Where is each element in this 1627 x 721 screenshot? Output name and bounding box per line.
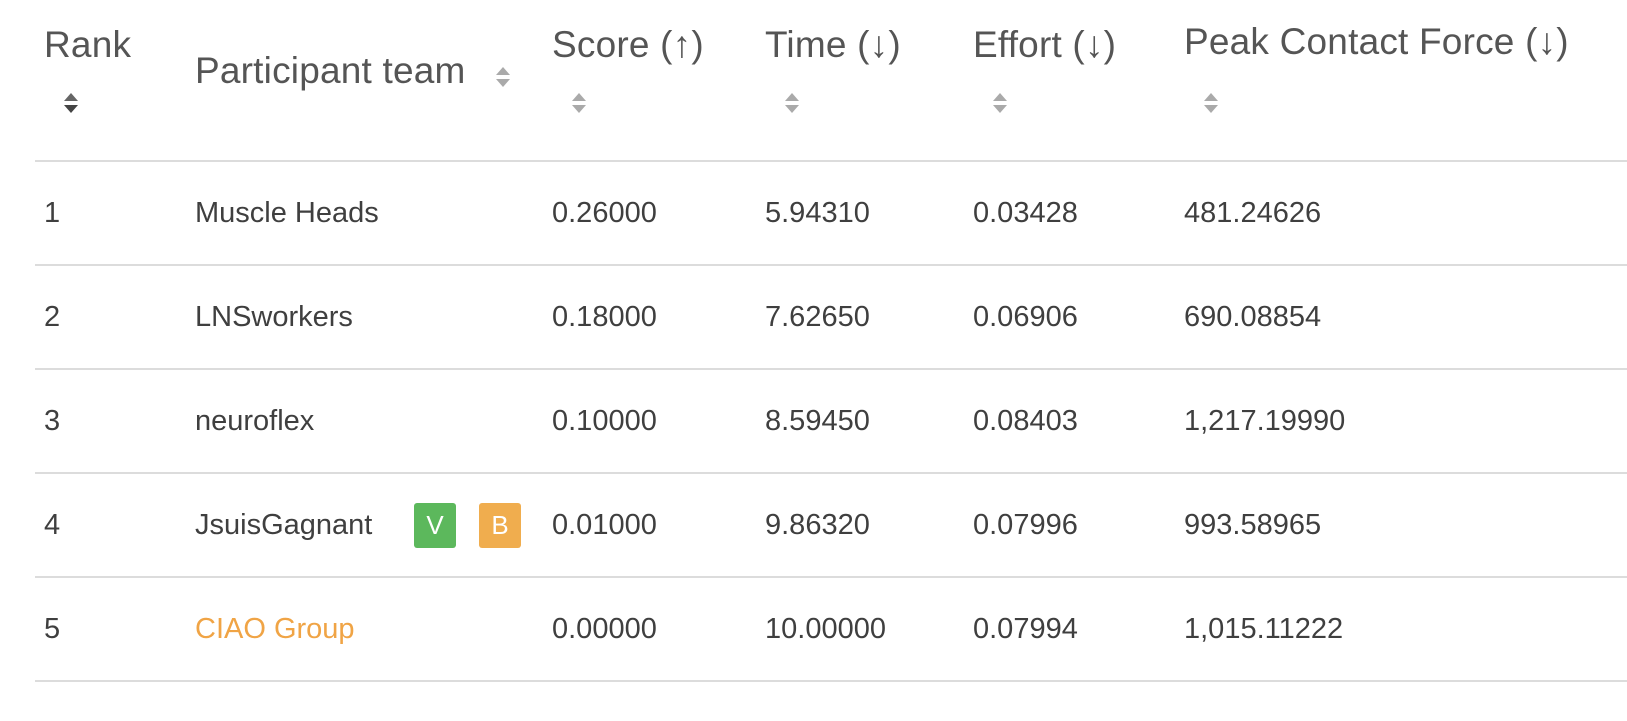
row-divider <box>35 264 1627 266</box>
team-name: JsuisGagnant <box>195 509 373 541</box>
score-cell: 0.26000 <box>552 197 657 229</box>
team-name: LNSworkers <box>195 301 353 333</box>
column-header-label: Peak Contact Force (↓) <box>1184 21 1569 62</box>
column-header-label: Time (↓) <box>765 24 901 65</box>
peak-contact-force-cell: 993.58965 <box>1184 509 1322 541</box>
rank-cell: 5 <box>44 613 61 645</box>
sort-icon[interactable] <box>570 90 588 116</box>
rank-cell: 3 <box>44 405 61 437</box>
column-header-time[interactable]: Time (↓) <box>765 24 901 66</box>
effort-cell: 0.08403 <box>973 405 1078 437</box>
score-cell: 0.01000 <box>552 509 657 541</box>
sort-icon[interactable] <box>991 90 1009 116</box>
sort-icon[interactable] <box>494 64 512 90</box>
column-header-label: Rank <box>44 24 132 65</box>
column-header-effort[interactable]: Effort (↓) <box>973 24 1116 66</box>
score-cell: 0.10000 <box>552 405 657 437</box>
column-header-rank[interactable]: Rank <box>44 24 131 66</box>
rank-cell: 1 <box>44 197 61 229</box>
team-name-link[interactable]: CIAO Group <box>195 613 355 645</box>
team-name: neuroflex <box>195 405 315 437</box>
time-cell: 5.94310 <box>765 197 870 229</box>
rank-cell: 4 <box>44 509 61 541</box>
peak-contact-force-cell: 690.08854 <box>1184 301 1322 333</box>
column-header-participant-team[interactable]: Participant team <box>195 50 466 92</box>
effort-cell: 0.06906 <box>973 301 1078 333</box>
sort-icon[interactable] <box>1202 90 1220 116</box>
verified-badge: V <box>414 503 456 548</box>
score-cell: 0.18000 <box>552 301 657 333</box>
rank-cell: 2 <box>44 301 61 333</box>
effort-cell: 0.03428 <box>973 197 1078 229</box>
time-cell: 7.62650 <box>765 301 870 333</box>
team-name: Muscle Heads <box>195 197 379 229</box>
peak-contact-force-cell: 1,217.19990 <box>1184 405 1346 437</box>
column-header-peak-contact-force[interactable]: Peak Contact Force (↓) <box>1184 21 1569 63</box>
time-cell: 10.00000 <box>765 613 886 645</box>
row-divider <box>35 368 1627 370</box>
effort-cell: 0.07994 <box>973 613 1078 645</box>
column-header-label: Effort (↓) <box>973 24 1117 65</box>
time-cell: 8.59450 <box>765 405 870 437</box>
column-header-label: Participant team <box>195 50 466 91</box>
sort-icon[interactable] <box>62 90 80 116</box>
column-header-score[interactable]: Score (↑) <box>552 24 704 66</box>
peak-contact-force-cell: 481.24626 <box>1184 197 1322 229</box>
baseline-badge: B <box>479 503 521 548</box>
peak-contact-force-cell: 1,015.11222 <box>1184 613 1344 645</box>
row-divider <box>35 576 1627 578</box>
row-divider <box>35 472 1627 474</box>
score-cell: 0.00000 <box>552 613 657 645</box>
time-cell: 9.86320 <box>765 509 870 541</box>
header-divider <box>35 160 1627 162</box>
row-divider <box>35 680 1627 682</box>
sort-icon[interactable] <box>783 90 801 116</box>
column-header-label: Score (↑) <box>552 24 704 65</box>
effort-cell: 0.07996 <box>973 509 1078 541</box>
